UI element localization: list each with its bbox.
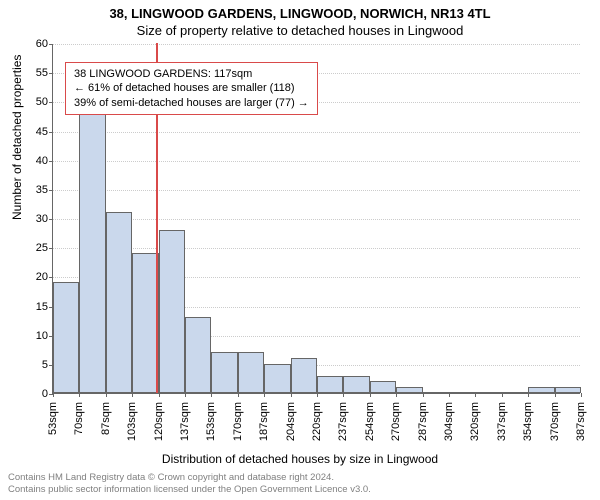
y-tick-label: 20: [36, 271, 53, 283]
histogram-bar: [343, 376, 369, 394]
x-tick-label: 237sqm: [337, 398, 349, 441]
histogram-bar: [502, 392, 528, 393]
footer-line-1: Contains HM Land Registry data © Crown c…: [8, 472, 371, 484]
x-tick-label: 254sqm: [364, 398, 376, 441]
annotation-line: 39% of semi-detached houses are larger (…: [74, 96, 309, 110]
x-tick-mark: [449, 393, 450, 397]
x-tick-label: 120sqm: [153, 398, 165, 441]
chart-container: 38, LINGWOOD GARDENS, LINGWOOD, NORWICH,…: [0, 0, 600, 500]
histogram-bar: [132, 253, 158, 393]
x-tick-label: 387sqm: [575, 398, 587, 441]
x-tick-mark: [264, 393, 265, 397]
histogram-bar: [291, 358, 317, 393]
histogram-bar: [423, 392, 449, 393]
x-tick-mark: [475, 393, 476, 397]
y-tick-label: 60: [36, 38, 53, 50]
histogram-bar: [106, 212, 132, 393]
histogram-bar: [159, 230, 185, 393]
x-tick-label: 304sqm: [443, 398, 455, 441]
x-tick-mark: [317, 393, 318, 397]
histogram-bar: [317, 376, 343, 394]
histogram-bar: [238, 352, 264, 393]
annotation-box: 38 LINGWOOD GARDENS: 117sqm← 61% of deta…: [65, 62, 318, 115]
x-tick-mark: [185, 393, 186, 397]
x-tick-mark: [555, 393, 556, 397]
x-tick-mark: [159, 393, 160, 397]
histogram-bar: [528, 387, 554, 393]
y-tick-label: 40: [36, 155, 53, 167]
y-axis-label: Number of detached properties: [10, 55, 24, 220]
footer-line-2: Contains public sector information licen…: [8, 484, 371, 496]
y-tick-label: 45: [36, 126, 53, 138]
x-tick-label: 187sqm: [258, 398, 270, 441]
x-tick-label: 70sqm: [73, 398, 85, 435]
x-tick-label: 370sqm: [549, 398, 561, 441]
histogram-bar: [555, 387, 581, 393]
x-tick-label: 320sqm: [469, 398, 481, 441]
x-tick-mark: [211, 393, 212, 397]
x-tick-label: 137sqm: [179, 398, 191, 441]
x-tick-mark: [396, 393, 397, 397]
footer-attribution: Contains HM Land Registry data © Crown c…: [8, 472, 371, 496]
x-tick-mark: [370, 393, 371, 397]
x-tick-mark: [502, 393, 503, 397]
chart-title-main: 38, LINGWOOD GARDENS, LINGWOOD, NORWICH,…: [0, 0, 600, 21]
annotation-line: 38 LINGWOOD GARDENS: 117sqm: [74, 67, 309, 81]
grid-line: [53, 190, 580, 191]
grid-line: [53, 161, 580, 162]
histogram-bar: [396, 387, 422, 393]
y-tick-label: 5: [42, 359, 53, 371]
y-tick-label: 50: [36, 96, 53, 108]
x-tick-label: 53sqm: [47, 398, 59, 435]
x-tick-mark: [132, 393, 133, 397]
x-tick-label: 287sqm: [417, 398, 429, 441]
grid-line: [53, 44, 580, 45]
y-tick-label: 15: [36, 301, 53, 313]
x-tick-label: 204sqm: [285, 398, 297, 441]
histogram-bar: [370, 381, 396, 393]
y-tick-label: 55: [36, 67, 53, 79]
histogram-bar: [79, 101, 105, 393]
y-tick-label: 25: [36, 242, 53, 254]
x-tick-mark: [581, 393, 582, 397]
histogram-bar: [475, 392, 501, 393]
x-tick-label: 153sqm: [205, 398, 217, 441]
x-tick-label: 270sqm: [390, 398, 402, 441]
x-tick-mark: [291, 393, 292, 397]
grid-line: [53, 132, 580, 133]
y-tick-label: 10: [36, 330, 53, 342]
x-tick-label: 87sqm: [100, 398, 112, 435]
x-tick-label: 103sqm: [126, 398, 138, 441]
chart-title-sub: Size of property relative to detached ho…: [0, 21, 600, 38]
x-tick-label: 354sqm: [522, 398, 534, 441]
histogram-bar: [185, 317, 211, 393]
x-tick-mark: [106, 393, 107, 397]
plot-surface: 05101520253035404550556053sqm70sqm87sqm1…: [52, 44, 580, 394]
x-tick-label: 337sqm: [496, 398, 508, 441]
x-tick-mark: [423, 393, 424, 397]
histogram-bar: [211, 352, 237, 393]
x-axis-label: Distribution of detached houses by size …: [0, 452, 600, 466]
x-tick-mark: [53, 393, 54, 397]
histogram-bar: [264, 364, 290, 393]
x-tick-mark: [79, 393, 80, 397]
x-tick-mark: [343, 393, 344, 397]
plot-area: 05101520253035404550556053sqm70sqm87sqm1…: [52, 44, 580, 394]
y-tick-label: 30: [36, 213, 53, 225]
x-tick-label: 170sqm: [232, 398, 244, 441]
x-tick-mark: [238, 393, 239, 397]
x-tick-mark: [528, 393, 529, 397]
annotation-line: ← 61% of detached houses are smaller (11…: [74, 81, 309, 95]
y-tick-label: 35: [36, 184, 53, 196]
histogram-bar: [53, 282, 79, 393]
histogram-bar: [449, 392, 475, 393]
x-tick-label: 220sqm: [311, 398, 323, 441]
